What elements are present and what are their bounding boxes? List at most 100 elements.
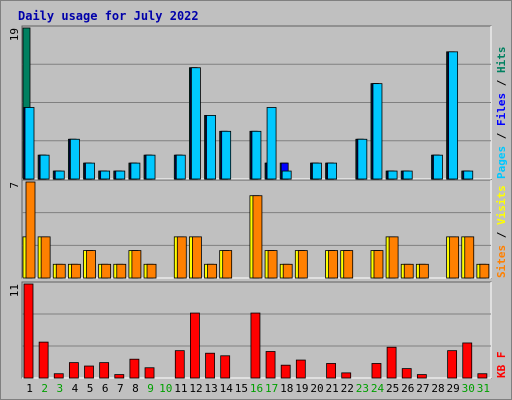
legend-separator: / <box>495 126 508 146</box>
bar-kb-f <box>401 368 412 379</box>
bar-sites <box>116 263 127 279</box>
bar-pages <box>327 162 337 180</box>
legend-separator: / <box>495 73 508 93</box>
bar-sites <box>86 250 96 279</box>
bar-sites <box>418 263 429 279</box>
bar-pages <box>402 170 413 180</box>
bar-pages <box>85 162 95 180</box>
bar-kb-f <box>477 373 488 379</box>
bar-sites <box>222 250 233 279</box>
bar-kb-f <box>447 350 458 379</box>
x-tick-label: 13 <box>204 382 217 395</box>
bar-sites <box>449 236 460 279</box>
bar-pages <box>145 154 156 180</box>
x-tick-label: 5 <box>87 382 94 395</box>
x-tick-label: 10 <box>159 382 172 395</box>
bar-kb-f <box>386 346 397 379</box>
bar-pages <box>372 83 383 180</box>
bar-kb-f <box>295 359 306 379</box>
x-tick-label: 29 <box>447 382 460 395</box>
x-tick-label: 11 <box>174 382 187 395</box>
bar-kb-f <box>462 342 473 379</box>
bar-pages <box>206 115 216 180</box>
bar-pages <box>448 51 459 180</box>
bar-kb-f <box>68 362 79 379</box>
chart-panels: 19 Pages / Files / Hits 7 Sites / Visits 11 K… <box>8 25 508 379</box>
bar-pages <box>115 170 126 180</box>
legend-label: Pages <box>495 146 508 179</box>
x-tick-label: 6 <box>102 382 109 395</box>
bar-kb-f <box>250 312 261 379</box>
bar-sites <box>207 263 217 279</box>
bar-pages <box>357 138 368 180</box>
series-legend: KB F <box>495 352 508 379</box>
x-tick-label: 9 <box>147 382 154 395</box>
bar-sites <box>388 236 399 279</box>
bar-pages <box>100 170 111 180</box>
x-tick-label: 20 <box>310 382 323 395</box>
bar-kb-f <box>371 363 382 379</box>
bar-kb-f <box>23 283 34 379</box>
x-tick-label: 3 <box>57 382 64 395</box>
legend-label: Files <box>495 93 508 126</box>
legend-label: Hits <box>495 47 508 74</box>
x-tick-label: 18 <box>280 382 293 395</box>
x-tick-label: 25 <box>386 382 399 395</box>
bar-kb-f <box>174 350 185 379</box>
bar-pages <box>191 67 201 180</box>
bar-sites <box>70 263 81 279</box>
x-tick-label: 2 <box>41 382 48 395</box>
x-tick-label: 8 <box>132 382 139 395</box>
bar-pages <box>433 154 443 180</box>
x-tick-label: 31 <box>477 382 490 395</box>
bar-sites <box>25 181 36 279</box>
x-tick-label: 26 <box>401 382 414 395</box>
bar-kb-f <box>341 372 352 379</box>
legend-label: Visits <box>495 185 508 225</box>
bar-sites <box>328 250 338 279</box>
x-tick-label: 28 <box>431 382 444 395</box>
x-tick-label: 1 <box>26 382 33 395</box>
x-tick-label: 16 <box>250 382 263 395</box>
bar-sites <box>192 236 202 279</box>
panel-1: 19 Pages / Files / Hits <box>8 25 508 180</box>
legend-label: Sites <box>495 245 508 278</box>
bar-pages <box>175 154 186 180</box>
bar-kb-f <box>416 374 427 379</box>
bar-pages <box>387 170 398 180</box>
bar-sites <box>373 250 384 279</box>
bar-pages <box>54 170 65 180</box>
bar-pages <box>312 162 322 180</box>
y-max-label: 7 <box>8 182 21 189</box>
bar-sites <box>479 263 490 279</box>
bar-kb-f <box>190 312 200 379</box>
bar-kb-f <box>280 364 291 379</box>
bar-sites <box>101 263 112 279</box>
y-max-label: 11 <box>8 284 21 297</box>
panel-2: 7 Sites / Visits <box>8 179 508 279</box>
bar-pages <box>24 107 35 180</box>
bar-kb-f <box>220 355 231 379</box>
x-tick-label: 27 <box>416 382 429 395</box>
x-tick-label: 24 <box>371 382 385 395</box>
bar-sites <box>403 263 414 279</box>
bar-sites <box>297 250 308 279</box>
bar-pages <box>39 154 50 180</box>
bar-sites <box>40 236 51 279</box>
bar-kb-f <box>114 374 125 379</box>
x-tick-label: 21 <box>326 382 339 395</box>
bar-pages <box>221 130 232 180</box>
legend-separator: / <box>495 225 508 245</box>
bar-kb-f <box>84 365 94 379</box>
bar-pages <box>130 162 141 180</box>
x-tick-label: 23 <box>356 382 369 395</box>
legend-label: KB F <box>495 352 508 379</box>
bar-kb-f <box>53 373 64 379</box>
bar-kb-f <box>144 367 155 379</box>
bar-sites <box>176 236 187 279</box>
series-legend: Sites / Visits <box>495 185 508 278</box>
chart-title: Daily usage for July 2022 <box>18 9 199 23</box>
bar-pages <box>251 130 262 180</box>
bar-sites <box>282 263 293 279</box>
bar-sites <box>252 195 263 279</box>
